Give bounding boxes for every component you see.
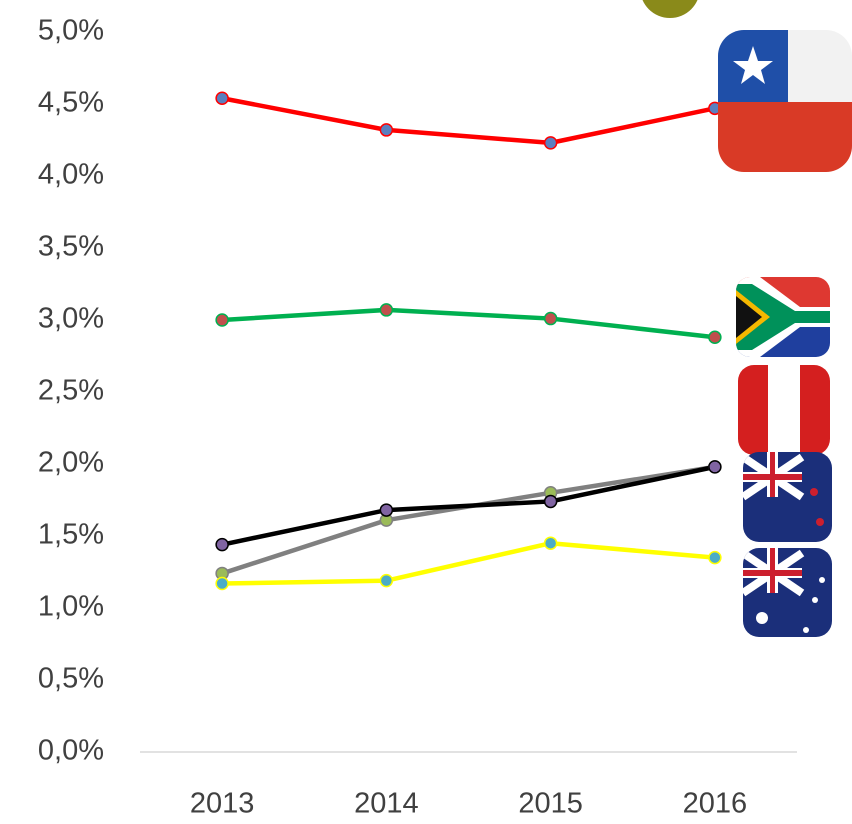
y-tick-label: 3,5% bbox=[38, 231, 104, 263]
data-point bbox=[380, 304, 392, 316]
y-tick-label: 2,0% bbox=[38, 447, 104, 479]
data-point bbox=[545, 495, 557, 507]
x-tick-label: 2015 bbox=[518, 788, 583, 820]
y-tick-label: 5,0% bbox=[38, 15, 104, 47]
data-point bbox=[709, 552, 721, 564]
data-point bbox=[216, 539, 228, 551]
flag-chile bbox=[718, 30, 852, 172]
data-point bbox=[380, 575, 392, 587]
y-tick-label: 4,0% bbox=[38, 159, 104, 191]
decoration bbox=[640, 0, 700, 18]
data-point bbox=[216, 314, 228, 326]
plot: 0,0% 0,5% 1,0% 1,5% 2,0% 2,5% 3,0% 3,5% 4,0% 4,5%… bbox=[38, 15, 797, 820]
y-tick-label: 4,5% bbox=[38, 87, 104, 119]
data-point bbox=[380, 504, 392, 516]
y-tick-label: 3,0% bbox=[38, 303, 104, 335]
flags bbox=[640, 0, 852, 637]
data-point bbox=[709, 331, 721, 343]
chart: 0,0% 0,5% 1,0% 1,5% 2,0% 2,5% 3,0% 3,5% 4,0% 4,5%… bbox=[0, 0, 852, 824]
data-point bbox=[545, 537, 557, 549]
y-tick-label: 2,5% bbox=[38, 375, 104, 407]
data-point bbox=[709, 461, 721, 473]
data-point bbox=[545, 137, 557, 149]
data-point bbox=[380, 124, 392, 136]
y-tick-label: 0,0% bbox=[38, 735, 104, 767]
data-point bbox=[545, 313, 557, 325]
flag-australia bbox=[743, 548, 832, 637]
series-line bbox=[222, 98, 715, 143]
x-tick-label: 2013 bbox=[190, 788, 255, 820]
flag-south-africa bbox=[736, 277, 830, 357]
x-tick-label: 2014 bbox=[354, 788, 419, 820]
y-tick-label: 1,0% bbox=[38, 591, 104, 623]
flag-new-zealand bbox=[743, 452, 832, 542]
series-line bbox=[222, 310, 715, 337]
data-point bbox=[216, 92, 228, 104]
flag-peru bbox=[738, 365, 830, 455]
y-tick-label: 1,5% bbox=[38, 519, 104, 551]
y-tick-label: 0,5% bbox=[38, 663, 104, 695]
x-tick-label: 2016 bbox=[683, 788, 748, 820]
data-point bbox=[216, 578, 228, 590]
